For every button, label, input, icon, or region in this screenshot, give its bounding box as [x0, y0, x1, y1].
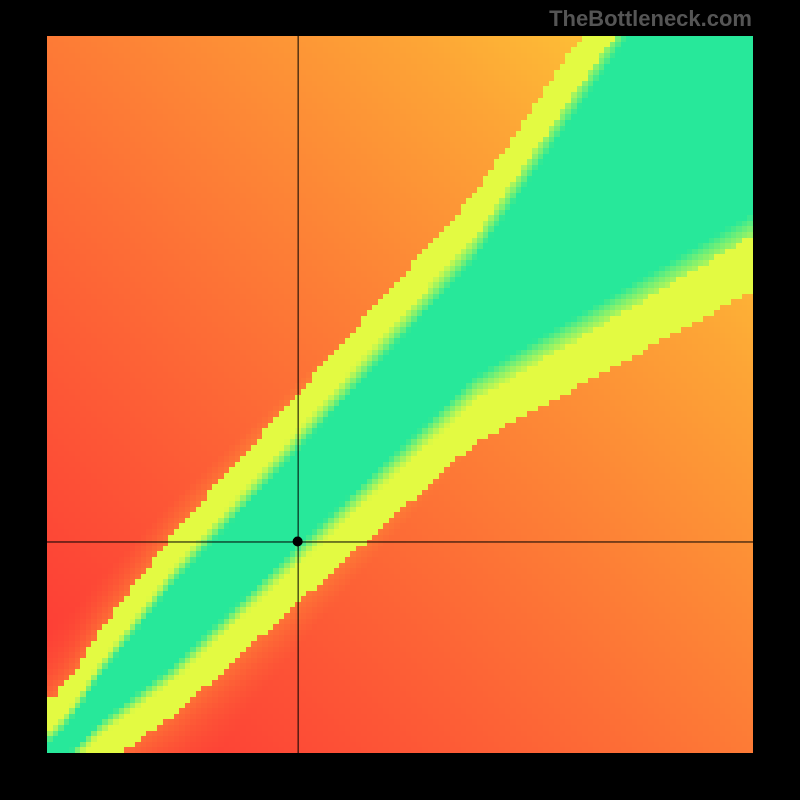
chart-container: TheBottleneck.com [0, 0, 800, 800]
bottleneck-heatmap [47, 36, 753, 753]
watermark-text: TheBottleneck.com [549, 6, 752, 32]
